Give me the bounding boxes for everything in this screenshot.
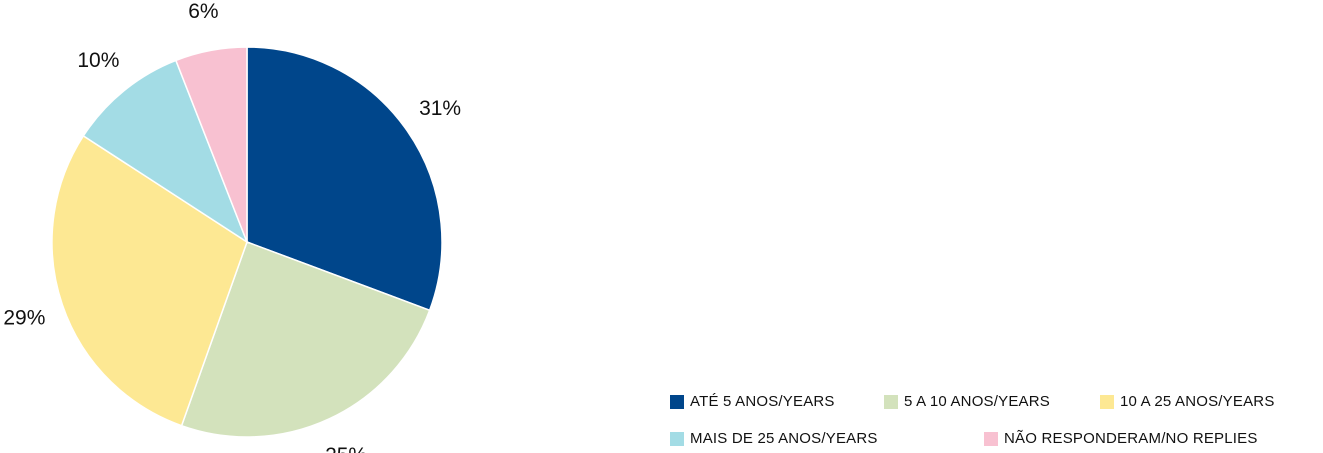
legend-label: NÃO RESPONDERAM/NO REPLIES <box>1004 430 1258 447</box>
slice-10-a-25-anos <box>51 134 248 427</box>
pie-chart: 31% 25% 29% 10% 6% <box>3 0 461 453</box>
legend-label: 10 A 25 ANOS/YEARS <box>1120 393 1275 410</box>
slice-nao-responderam <box>174 46 248 243</box>
data-label: 31% <box>419 97 461 120</box>
legend-label: 5 A 10 ANOS/YEARS <box>904 393 1050 410</box>
pie-slices <box>51 46 443 438</box>
data-label: 10% <box>77 49 119 72</box>
legend-swatch <box>670 394 684 409</box>
legend-item-5-a-10-anos: 5 A 10 ANOS/YEARS <box>884 393 1050 410</box>
legend-swatch <box>1100 394 1114 409</box>
legend-item-nao-responderam: NÃO RESPONDERAM/NO REPLIES <box>984 430 1258 447</box>
data-label: 25% <box>325 444 367 453</box>
legend-item-mais-de-25-anos: MAIS DE 25 ANOS/YEARS <box>670 430 878 447</box>
pie-labels: 31% 25% 29% 10% 6% <box>3 0 461 453</box>
legend-swatch <box>984 431 998 446</box>
data-label: 6% <box>188 0 218 23</box>
legend-swatch <box>670 431 684 446</box>
data-label: 29% <box>3 306 45 329</box>
legend-item-ate-5-anos: ATÉ 5 ANOS/YEARS <box>670 393 835 410</box>
legend-label: ATÉ 5 ANOS/YEARS <box>690 393 835 410</box>
legend-label: MAIS DE 25 ANOS/YEARS <box>690 430 878 447</box>
slice-ate-5-anos <box>246 46 443 312</box>
slice-mais-de-25-anos <box>82 59 249 244</box>
legend-item-10-a-25-anos: 10 A 25 ANOS/YEARS <box>1100 393 1275 410</box>
slice-5-a-10-anos <box>180 241 431 438</box>
legend-swatch <box>884 394 898 409</box>
